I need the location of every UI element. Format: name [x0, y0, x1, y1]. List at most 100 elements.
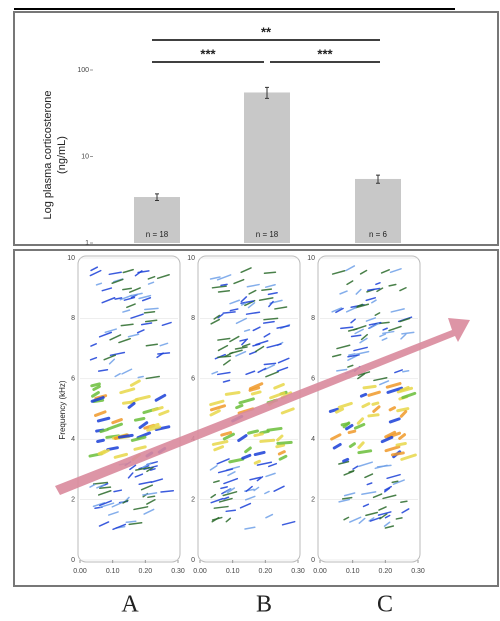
plot-frame — [197, 255, 301, 563]
spectrogram-streak — [130, 435, 147, 442]
spectrogram-streak — [257, 367, 267, 374]
spectrogram-streak — [127, 401, 136, 409]
spectrogram-streak — [223, 477, 239, 485]
spectrogram-streak — [391, 480, 399, 484]
spectrogram-streak — [99, 486, 112, 489]
spectrogram-streak — [103, 354, 117, 361]
spectrogram-streak — [342, 457, 350, 463]
spectrogram-streak — [220, 431, 233, 437]
spectrogram-streak — [328, 407, 339, 413]
spectrogram-streak — [106, 446, 119, 452]
spectrogram-streak — [89, 483, 96, 488]
spectrogram-streak — [126, 303, 136, 309]
error-bar — [376, 174, 380, 184]
spectrogram-streak — [399, 385, 410, 392]
spectrogram-streak — [150, 478, 164, 483]
spectrogram-streak — [97, 368, 109, 372]
spectrogram-streak — [338, 460, 350, 465]
spectrogram-streak — [112, 523, 127, 531]
spectrogram-streak — [209, 404, 227, 412]
spectrogram-streak — [372, 405, 381, 413]
group-label: C — [377, 592, 393, 618]
spectrogram-streak — [130, 313, 144, 319]
spectrogram-streak — [125, 520, 137, 524]
spectrogram-streak — [213, 480, 220, 484]
x-tick-label: 0.00 — [313, 568, 327, 575]
y-tick-label: 6 — [71, 376, 75, 383]
spectrogram-streak — [381, 337, 388, 341]
spectrogram-streak — [384, 485, 392, 491]
spectrogram-streak — [211, 370, 219, 375]
spectrogram-streak — [265, 513, 274, 519]
y-tick-label: 4 — [71, 436, 75, 443]
spectrogram-streak — [343, 492, 356, 497]
spectrogram-streak — [276, 434, 284, 442]
spectrogram-streak — [235, 350, 247, 357]
spectrogram-streak — [277, 450, 286, 456]
spectrogram-streak — [149, 422, 160, 429]
spectrogram-streak — [353, 422, 366, 430]
bar-label: n = 18 — [256, 230, 279, 239]
spectrogram-streak — [253, 450, 266, 457]
spectrogram-streak — [97, 489, 112, 496]
spectrogram-streak — [240, 296, 248, 303]
spectrogram-streak — [128, 522, 143, 526]
spectrogram-streak — [360, 333, 368, 341]
significance-label: *** — [200, 46, 216, 61]
spectrogram-streak — [340, 422, 350, 427]
spectrogram-streak — [216, 371, 231, 376]
spectrogram-streak — [154, 393, 167, 402]
spectrogram-streak — [371, 401, 380, 406]
spectrogram-streak — [157, 352, 171, 355]
spectrogram-streak — [336, 368, 348, 372]
spectrogram-streak — [217, 468, 234, 474]
spectrogram-streak — [390, 451, 405, 457]
spectrogram-streak — [357, 449, 373, 455]
spectrogram-streak — [145, 375, 160, 380]
spectrogram-streak — [343, 516, 350, 521]
y-tick-label: 6 — [191, 376, 195, 383]
spectrogram-streak — [374, 464, 388, 470]
spectrogram-streak — [213, 505, 229, 509]
bar-label: n = 6 — [369, 230, 388, 239]
spectrogram-streak — [216, 274, 232, 281]
error-bar — [265, 86, 269, 99]
spectrogram-streak — [248, 289, 257, 295]
spectrogram-streak — [249, 476, 262, 481]
spectrogram-streak — [364, 473, 374, 479]
spectrogram-streak — [119, 387, 136, 395]
spectrogram-streak — [335, 307, 344, 314]
spectrogram-streak — [388, 406, 397, 412]
spectrogram-streak — [99, 428, 109, 434]
spectrogram-streak — [388, 417, 401, 424]
spectrogram-streak — [134, 270, 143, 277]
spectrogram-streak — [134, 394, 151, 402]
spectrogram-streak — [256, 476, 264, 482]
spectrogram-streak — [331, 353, 342, 358]
spectrogram-streak — [222, 432, 235, 441]
spectrogram-streak — [402, 370, 410, 373]
spectrogram-streak — [252, 343, 261, 347]
spectrogram-streak — [113, 489, 123, 493]
spectrogram-streak — [273, 485, 285, 492]
spectrogram-streak — [240, 300, 255, 304]
spectrogram-streak — [160, 489, 174, 493]
spectrogram-streak — [365, 511, 379, 517]
spectrogram-streak — [220, 486, 228, 490]
y-tick-label: 100 — [77, 67, 89, 74]
spectrogram-streak — [379, 380, 390, 386]
spectrogram-streak — [133, 416, 146, 422]
error-bar — [155, 193, 159, 201]
spectrogram-streak — [225, 509, 237, 513]
spectrogram-streak — [211, 440, 229, 446]
spectrogram-streak — [379, 333, 387, 338]
spectrogram-streak — [400, 333, 407, 340]
spectrogram-streak — [352, 465, 359, 470]
trend-arrow — [55, 318, 470, 495]
spectrogram-streak — [240, 267, 252, 274]
spectrogram-streak — [388, 283, 397, 287]
spectrogram-streak — [349, 516, 362, 523]
spectrogram-streak — [111, 501, 124, 508]
spectrogram-streak — [350, 318, 356, 324]
spectrogram-streak — [209, 465, 218, 471]
